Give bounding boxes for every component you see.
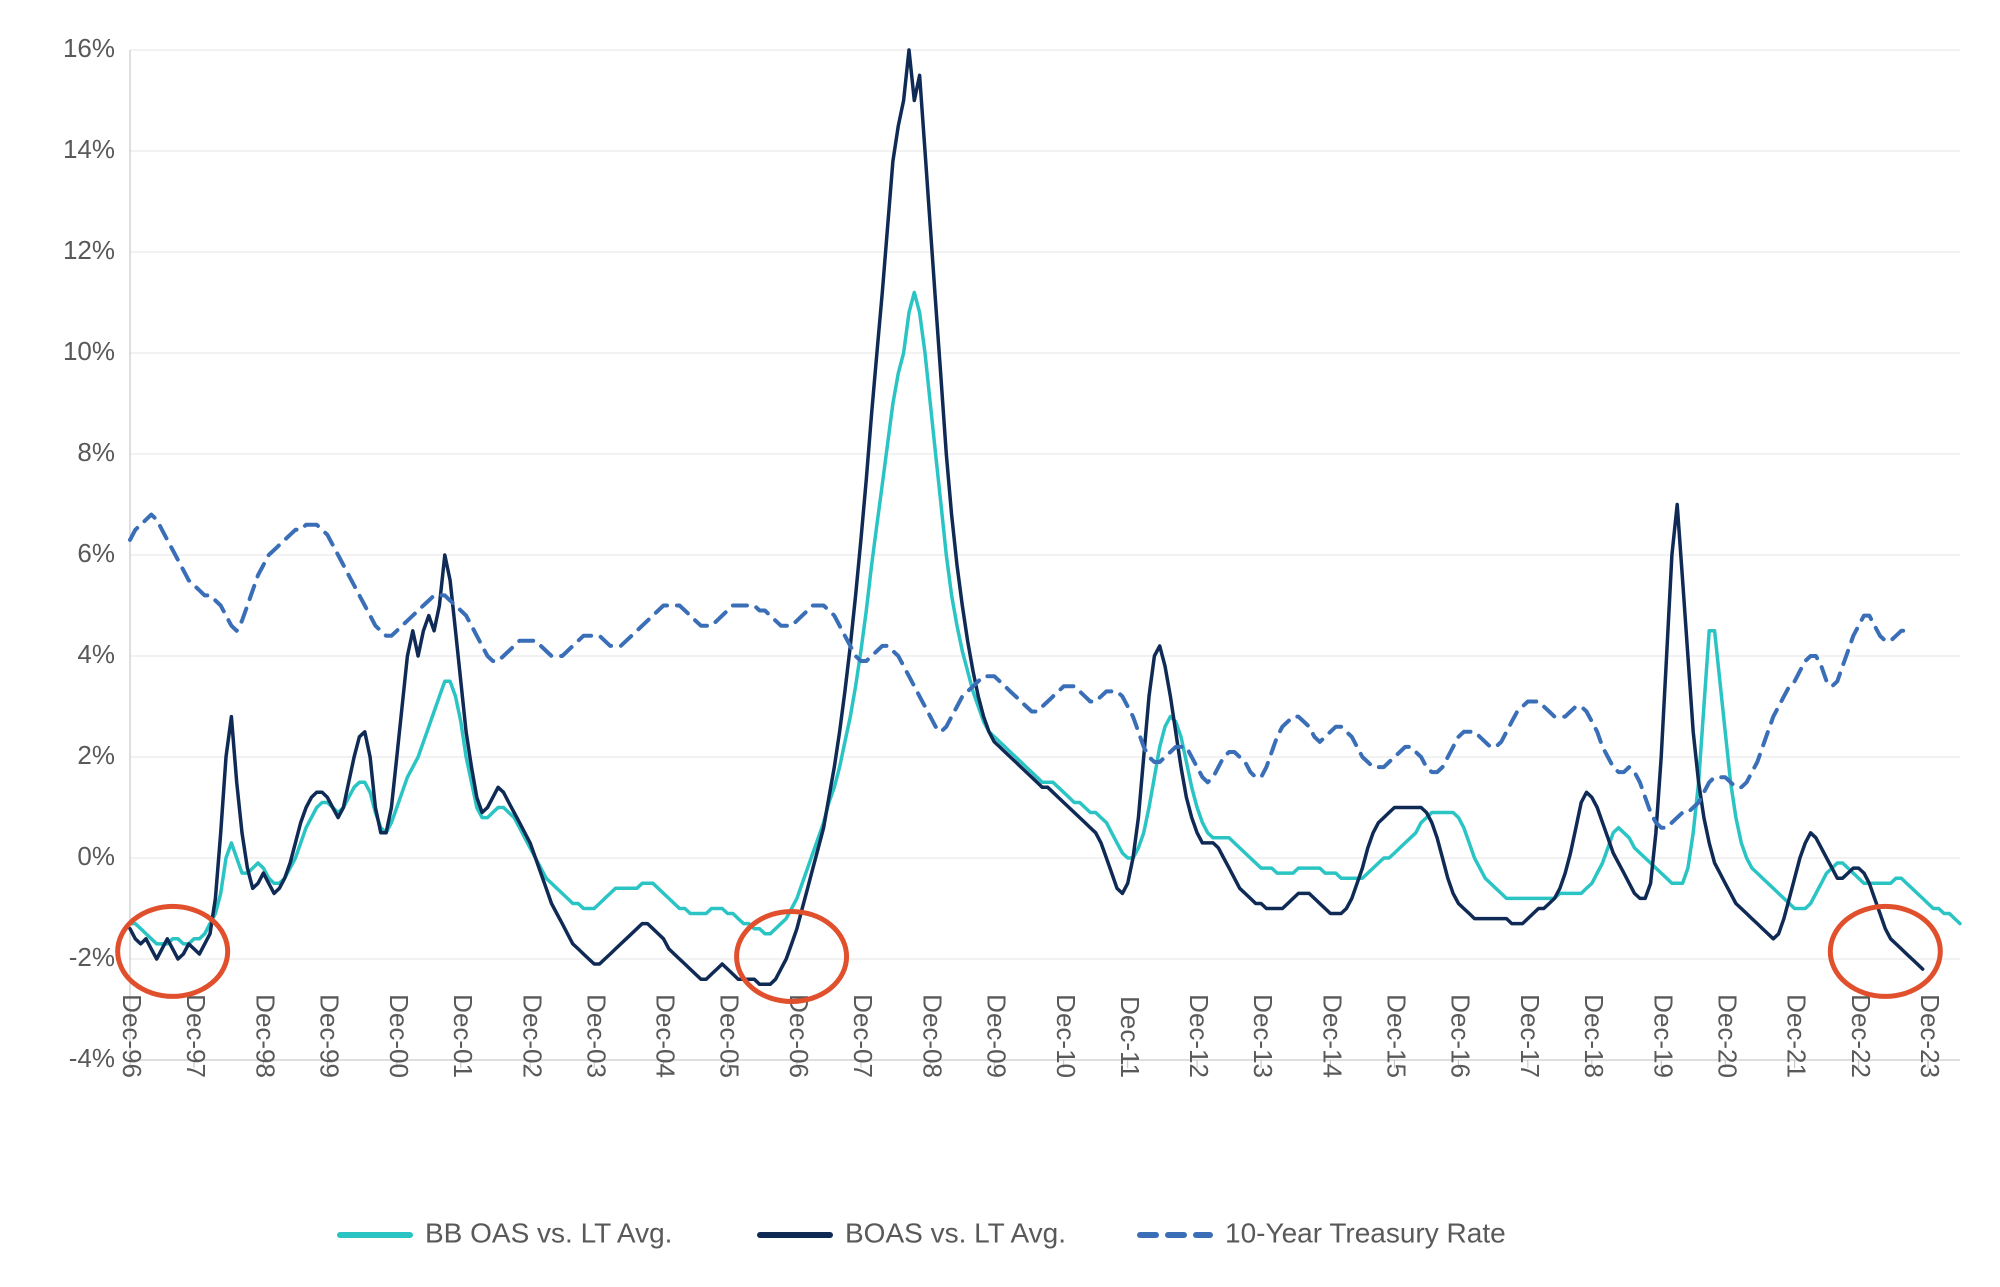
x-tick-label: Dec-03	[581, 994, 611, 1078]
x-tick-label: Dec-07	[848, 994, 878, 1078]
y-tick-label: 4%	[77, 639, 115, 669]
x-tick-label: Dec-97	[181, 994, 211, 1078]
x-tick-label: Dec-21	[1782, 994, 1812, 1078]
x-tick-label: Dec-06	[784, 994, 814, 1078]
y-tick-label: 10%	[63, 336, 115, 366]
x-tick-label: Dec-09	[981, 994, 1011, 1078]
line-chart: -4% -2% 0% 2% 4% 6% 8% 10% 12% 14% 16% Dec-96 Dec-97…	[0, 0, 2000, 1287]
y-tick-label: -2%	[69, 942, 115, 972]
chart-container: -4% -2% 0% 2% 4% 6% 8% 10% 12% 14% 16% Dec-96 Dec-97…	[0, 0, 2000, 1287]
x-tick-label: Dec-05	[715, 994, 745, 1078]
y-tick-label: 16%	[63, 33, 115, 63]
series-t10	[130, 515, 1907, 828]
x-tick-label: Dec-10	[1051, 994, 1081, 1078]
y-tick-label: 2%	[77, 740, 115, 770]
x-tick-label: Dec-15	[1382, 994, 1412, 1078]
y-tick-label: -4%	[69, 1043, 115, 1073]
x-tick-label: Dec-19	[1648, 994, 1678, 1078]
legend-label-b: BOAS vs. LT Avg.	[845, 1217, 1066, 1248]
gridlines	[130, 50, 1960, 1060]
legend-label-bb: BB OAS vs. LT Avg.	[425, 1217, 672, 1248]
x-tick-label: Dec-11	[1115, 996, 1145, 1078]
annotation-low-2024	[1830, 906, 1940, 996]
x-tick-label: Dec-17	[1515, 994, 1545, 1078]
x-tick-label: Dec-98	[251, 994, 281, 1078]
legend: BB OAS vs. LT Avg. BOAS vs. LT Avg. 10-Yea…	[340, 1217, 1506, 1248]
x-tick-label: Dec-14	[1318, 994, 1348, 1078]
x-tick-label: Dec-23	[1915, 994, 1945, 1078]
legend-label-t10: 10-Year Treasury Rate	[1225, 1217, 1506, 1248]
y-tick-label: 8%	[77, 437, 115, 467]
x-tick-label: Dec-13	[1248, 994, 1278, 1078]
series-group	[130, 50, 1960, 984]
x-tick-label: Dec-20	[1712, 994, 1742, 1078]
annotations	[118, 906, 1941, 1001]
y-axis-labels: -4% -2% 0% 2% 4% 6% 8% 10% 12% 14% 16%	[63, 33, 115, 1073]
annotation-low-2007	[737, 911, 847, 1001]
series-b	[130, 50, 1923, 984]
x-axis-labels: Dec-96 Dec-97 Dec-98 Dec-99 Dec-00 Dec-01 Dec-…	[117, 994, 1945, 1078]
x-tick-label: Dec-08	[917, 994, 947, 1078]
y-tick-label: 12%	[63, 235, 115, 265]
x-tick-label: Dec-99	[315, 994, 345, 1078]
x-tick-label: Dec-02	[517, 994, 547, 1078]
x-tick-label: Dec-00	[384, 994, 414, 1078]
x-tick-label: Dec-22	[1846, 994, 1876, 1078]
y-tick-label: 0%	[77, 841, 115, 871]
x-tick-label: Dec-12	[1184, 994, 1214, 1078]
y-tick-label: 6%	[77, 538, 115, 568]
x-tick-label: Dec-04	[651, 994, 681, 1078]
x-tick-label: Dec-01	[448, 994, 478, 1078]
y-tick-label: 14%	[63, 134, 115, 164]
x-tick-label: Dec-96	[117, 994, 147, 1078]
x-tick-label: Dec-16	[1446, 994, 1476, 1078]
x-tick-label: Dec-18	[1579, 994, 1609, 1078]
